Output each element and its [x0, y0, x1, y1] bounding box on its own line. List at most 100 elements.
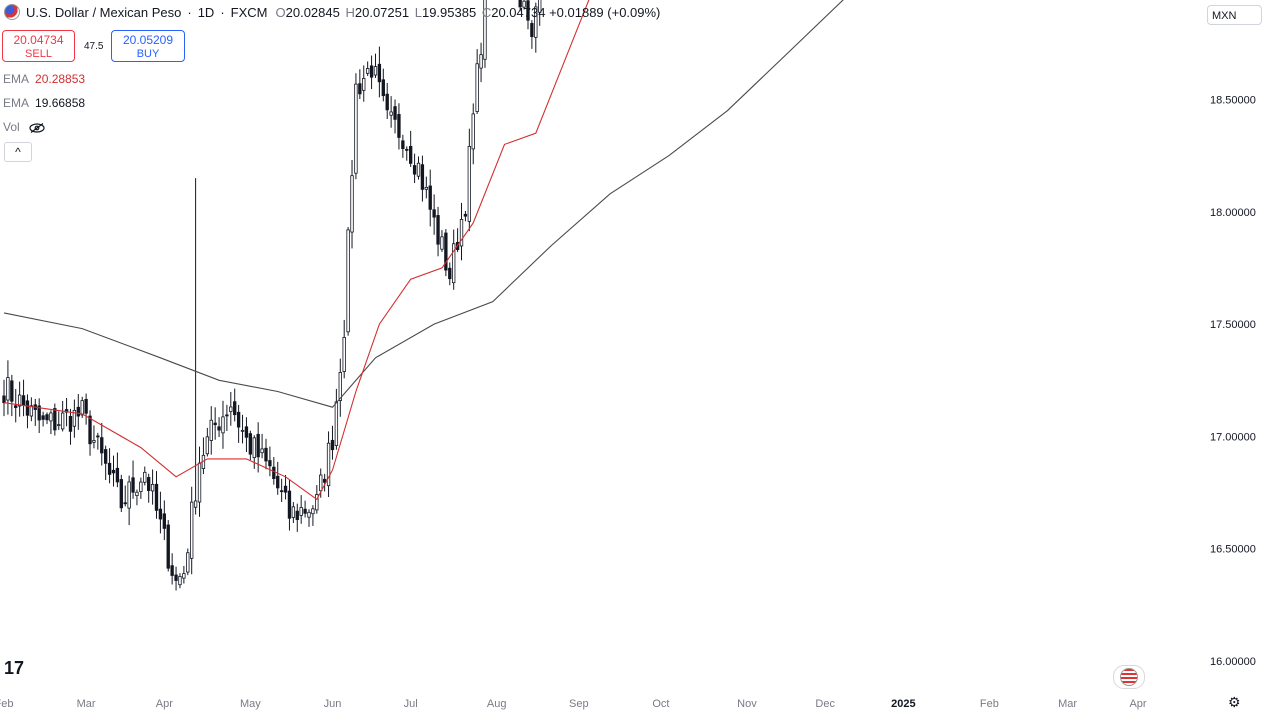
candle-body: [534, 6, 538, 38]
candle-body: [279, 490, 284, 493]
candle-body: [127, 481, 131, 509]
candle-body: [14, 405, 18, 408]
candle-body: [385, 93, 389, 111]
candle-body: [467, 146, 472, 222]
candle-body: [205, 436, 210, 455]
candle-body: [135, 491, 139, 496]
candle-body: [213, 422, 217, 426]
candle-body: [342, 336, 346, 372]
x-tick-label: Apr: [1129, 698, 1146, 710]
candle-body: [111, 469, 116, 474]
ema-fast-value: 20.28853: [35, 72, 86, 86]
sell-label: SELL: [25, 48, 52, 60]
y-tick-label: 18.00000: [1210, 207, 1256, 219]
candle-body: [2, 395, 6, 404]
candle-body: [45, 414, 49, 421]
candle-body: [115, 467, 120, 483]
candle-body: [166, 524, 170, 569]
candle-body: [119, 479, 123, 509]
collapse-legend-button[interactable]: ^: [4, 142, 32, 162]
high-value: 20.07251: [354, 4, 410, 20]
candle-body: [436, 215, 440, 245]
candle-body: [6, 377, 10, 401]
candle-body: [240, 429, 245, 432]
ema-fast-line: [3, 0, 590, 501]
candle-body: [319, 474, 323, 492]
candle-body: [369, 65, 374, 78]
y-tick-label: 17.50000: [1210, 319, 1256, 331]
candle-body: [182, 573, 186, 579]
candle-body: [88, 415, 92, 445]
candle-body: [526, 0, 530, 21]
candle-body: [139, 481, 143, 492]
exchange: FXCM: [230, 4, 268, 20]
candle-body: [29, 405, 34, 417]
candle-body: [252, 437, 256, 458]
interval[interactable]: 1D: [197, 4, 215, 20]
economic-events-icon[interactable]: [1113, 665, 1145, 689]
candle-body: [186, 552, 190, 573]
ema-fast-legend[interactable]: EMA 20.28853: [3, 72, 85, 86]
candle-body: [49, 412, 53, 422]
sell-button[interactable]: 20.04734 SELL: [2, 30, 75, 62]
candle-body: [405, 148, 409, 151]
candle-body: [338, 372, 342, 401]
candle-body: [68, 415, 73, 432]
y-tick-label: 17.00000: [1210, 431, 1256, 443]
candle-body: [444, 232, 448, 271]
ema-fast-name: EMA: [3, 72, 30, 86]
candle-body: [174, 574, 178, 581]
candle-body: [158, 508, 163, 520]
high-label: H: [345, 4, 355, 20]
candle-body: [150, 484, 155, 492]
candle-body: [479, 54, 483, 69]
ema-slow-legend[interactable]: EMA 19.66858: [3, 96, 85, 110]
open-label: O: [275, 4, 286, 20]
chart-legend: U.S. Dollar / Mexican Peso · 1D · FXCM O…: [4, 4, 660, 20]
x-tick-label: Feb: [0, 698, 13, 710]
candle-body: [475, 63, 479, 112]
x-tick-label: May: [240, 698, 261, 710]
candle-body: [522, 0, 526, 8]
candle-body: [365, 68, 370, 74]
candle-body: [10, 380, 14, 402]
candle-body: [264, 447, 268, 462]
candle-body: [193, 500, 198, 508]
volume-legend[interactable]: Vol: [3, 120, 45, 134]
candle-body: [147, 477, 151, 491]
candle-body: [268, 460, 272, 467]
candle-body: [76, 406, 80, 417]
x-tick-label: Mar: [1058, 698, 1077, 710]
symbol-name[interactable]: U.S. Dollar / Mexican Peso: [26, 4, 182, 20]
x-tick-label: Apr: [156, 698, 173, 710]
currency-selector[interactable]: MXN: [1207, 5, 1262, 25]
candle-body: [96, 435, 100, 438]
x-tick-label: Aug: [487, 698, 507, 710]
candle-body: [60, 412, 65, 430]
candle-body: [334, 401, 339, 446]
low-value: 19.95385: [421, 4, 477, 20]
x-tick-label: Sep: [569, 698, 589, 710]
buy-button[interactable]: 20.05209 BUY: [111, 30, 185, 62]
candle-body: [448, 267, 452, 280]
x-tick-label: 2025: [891, 698, 915, 710]
candle-body: [416, 162, 421, 177]
gear-icon[interactable]: ⚙: [1228, 694, 1241, 710]
candle-body: [299, 507, 303, 516]
x-tick-label: Jun: [324, 698, 342, 710]
candle-body: [143, 471, 147, 483]
candle-body: [397, 114, 401, 138]
candle-body: [72, 410, 77, 427]
candle-body: [41, 415, 45, 420]
candle-body: [84, 398, 88, 414]
candle-body: [162, 513, 166, 529]
candle-body: [221, 416, 225, 434]
candle-body: [518, 0, 522, 8]
candle-body: [37, 405, 41, 421]
candle-body: [463, 213, 468, 217]
change-value: +0.01889 (+0.09%): [549, 4, 661, 20]
hidden-eye-icon[interactable]: [29, 122, 45, 133]
candle-body: [283, 485, 288, 493]
candle-body: [412, 165, 417, 175]
